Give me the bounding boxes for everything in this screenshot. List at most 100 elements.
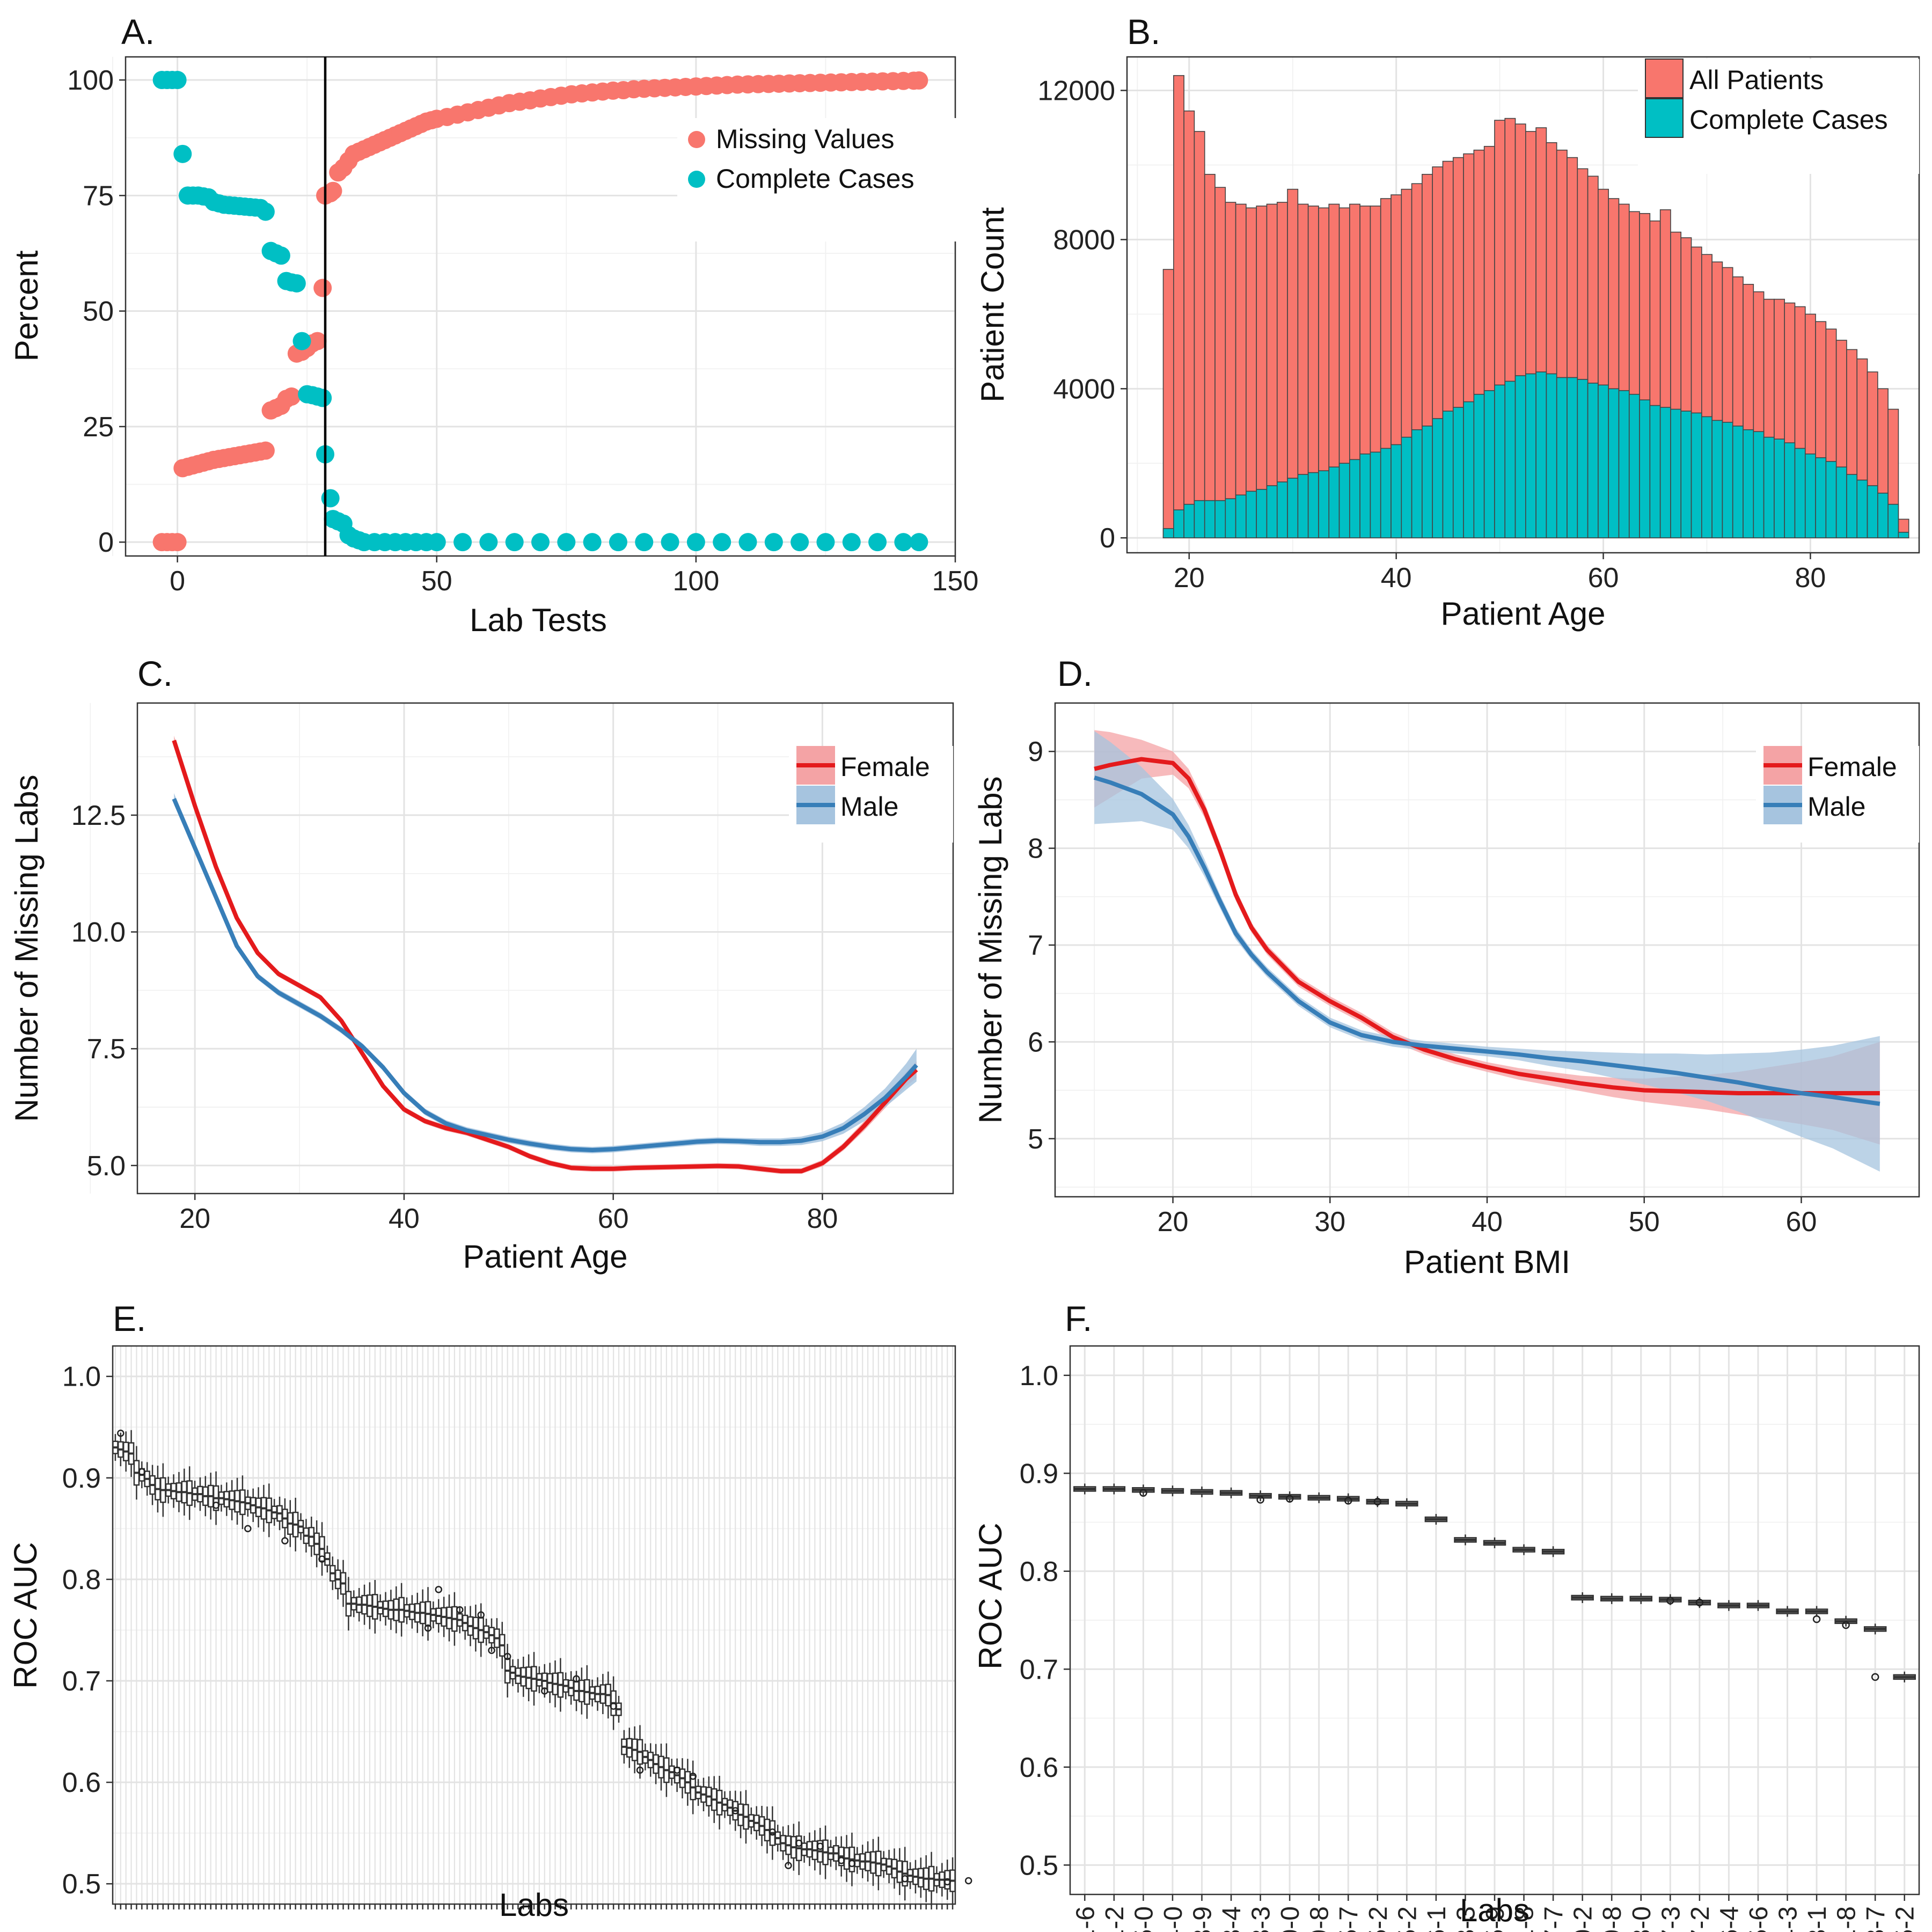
complete-cases-bar bbox=[1856, 479, 1868, 539]
y-tick-label: 100 bbox=[67, 65, 114, 96]
missing-values-point bbox=[324, 181, 342, 200]
x-tick-label: 2823-3 bbox=[1247, 1906, 1276, 1932]
female-line bbox=[172, 740, 918, 1174]
complete-cases-bar bbox=[1442, 411, 1454, 539]
panel-d-xlabel: Patient BMI bbox=[1404, 1244, 1570, 1280]
x-tick-label: 3094-0 bbox=[1159, 1906, 1188, 1932]
complete-cases-bar bbox=[1256, 489, 1268, 539]
y-tick-label: 0.8 bbox=[1020, 1556, 1058, 1587]
x-tick-label: 1975-2 bbox=[1393, 1906, 1422, 1932]
outlier-point bbox=[837, 1856, 845, 1864]
x-tick-label: 50 bbox=[421, 566, 452, 597]
complete-cases-bar bbox=[1514, 375, 1526, 539]
legend-entry-label: Complete Cases bbox=[1689, 105, 1888, 135]
complete-cases-bar bbox=[1567, 377, 1578, 539]
legend-entry-label: Complete Cases bbox=[716, 164, 914, 194]
panel-c: C. 5.0 7.5 10.0 12.5 20 40 60 80 Patient Age Nu… bbox=[9, 654, 954, 1275]
outlier-point bbox=[503, 1652, 511, 1660]
complete-cases-bar bbox=[1162, 528, 1174, 539]
y-tick-label: 0.9 bbox=[62, 1463, 101, 1494]
female-line bbox=[1094, 757, 1880, 1095]
y-tick-label: 0 bbox=[98, 527, 114, 558]
x-tick-label: 787-2 bbox=[1686, 1906, 1715, 1932]
complete-cases-bar bbox=[1608, 388, 1620, 539]
y-tick-label: 50 bbox=[83, 296, 114, 327]
complete-cases-point bbox=[764, 533, 783, 552]
x-tick-label: 80 bbox=[1795, 562, 1826, 594]
all-patients-bar bbox=[1204, 174, 1216, 539]
complete-cases-bar bbox=[1815, 457, 1827, 539]
complete-cases-bar bbox=[1194, 500, 1205, 539]
male-line bbox=[1094, 775, 1880, 1106]
complete-cases-point bbox=[287, 274, 306, 292]
legend-background bbox=[677, 118, 956, 241]
missing-values-point bbox=[282, 387, 301, 406]
panel-e-title: E. bbox=[113, 1299, 146, 1338]
complete-cases-bar bbox=[1307, 472, 1319, 539]
outlier-point bbox=[1285, 1495, 1294, 1503]
complete-cases-bar bbox=[1794, 448, 1806, 539]
y-tick-label: 1.0 bbox=[1020, 1360, 1058, 1392]
all-patients-bar bbox=[1235, 203, 1247, 539]
complete-cases-bar bbox=[1535, 371, 1547, 539]
x-tick-label: 718-7 bbox=[1862, 1906, 1890, 1932]
panel-f-ylabel: ROC AUC bbox=[972, 1523, 1008, 1669]
complete-cases-point bbox=[910, 533, 928, 552]
complete-cases-bar bbox=[1432, 418, 1444, 539]
complete-cases-bar bbox=[1722, 422, 1733, 539]
y-tick-label: 0.9 bbox=[1020, 1458, 1058, 1489]
panel-f-title: F. bbox=[1065, 1299, 1092, 1338]
y-tick-label: 0.5 bbox=[1020, 1850, 1058, 1881]
x-tick-label: 20 bbox=[179, 1203, 210, 1234]
x-tick-label: 2075-0 bbox=[1130, 1906, 1158, 1932]
y-tick-label: 7.5 bbox=[87, 1034, 126, 1065]
x-tick-label: 60 bbox=[1786, 1206, 1817, 1238]
panel-d-marks bbox=[1094, 730, 1880, 1172]
complete-cases-bar bbox=[1246, 491, 1257, 539]
complete-cases-bar bbox=[1525, 373, 1536, 539]
legend-key-point bbox=[688, 131, 705, 148]
complete-cases-bar bbox=[1473, 393, 1485, 539]
outlier-point bbox=[795, 1839, 803, 1847]
all-patients-bar bbox=[1183, 110, 1195, 539]
complete-cases-point bbox=[583, 533, 602, 552]
outlier-point bbox=[244, 1525, 252, 1533]
outlier-point bbox=[488, 1646, 495, 1655]
y-tick-label: 1.0 bbox=[62, 1362, 101, 1393]
y-tick-label: 25 bbox=[83, 412, 114, 443]
complete-cases-bar bbox=[1763, 436, 1775, 539]
complete-cases-bar bbox=[1359, 453, 1371, 539]
panel-b: B. 0 4000 8000 12000 20 40 60 80 Patient Age Pa… bbox=[975, 12, 1920, 632]
x-tick-label: 40 bbox=[389, 1203, 420, 1234]
panel-f-xlabel: Labs bbox=[1460, 1892, 1529, 1928]
x-tick-label: 60 bbox=[1588, 562, 1619, 594]
complete-cases-point bbox=[292, 332, 311, 350]
panel-d-title: D. bbox=[1057, 654, 1093, 693]
y-tick-label: 5 bbox=[1028, 1124, 1043, 1155]
panel-a-axes: 0 25 50 75 100 0 50 100 150 bbox=[67, 65, 978, 597]
panel-e-axes: 0.5 0.6 0.7 0.8 0.9 1.0 bbox=[62, 1362, 954, 1909]
complete-cases-bar bbox=[1753, 431, 1765, 539]
panel-c-legend: Female Male bbox=[789, 746, 953, 843]
panel-c-frame bbox=[136, 702, 954, 1195]
legend-entry-label: Female bbox=[1807, 752, 1897, 782]
legend-entry-label: Female bbox=[840, 752, 930, 782]
complete-cases-bar bbox=[1370, 451, 1381, 539]
outlier-point bbox=[456, 1606, 464, 1614]
outlier-point bbox=[1344, 1497, 1352, 1505]
complete-cases-bar bbox=[1318, 470, 1330, 539]
outlier-point bbox=[785, 1862, 792, 1869]
all-patients-bar bbox=[1246, 207, 1257, 539]
complete-cases-bar bbox=[1670, 408, 1682, 539]
complete-cases-bar bbox=[1690, 412, 1702, 539]
complete-cases-bar bbox=[1483, 390, 1495, 539]
x-tick-label: 32623-1 bbox=[1803, 1906, 1832, 1932]
x-tick-label: 2345-7 bbox=[1335, 1906, 1363, 1932]
panel-c-marks bbox=[172, 735, 918, 1174]
outlier-point bbox=[212, 1502, 220, 1509]
all-patients-bar bbox=[1173, 75, 1184, 539]
legend-entry-label: Missing Values bbox=[716, 124, 895, 154]
panel-f-grid bbox=[1070, 1346, 1919, 1894]
complete-cases-bar bbox=[1183, 503, 1195, 539]
